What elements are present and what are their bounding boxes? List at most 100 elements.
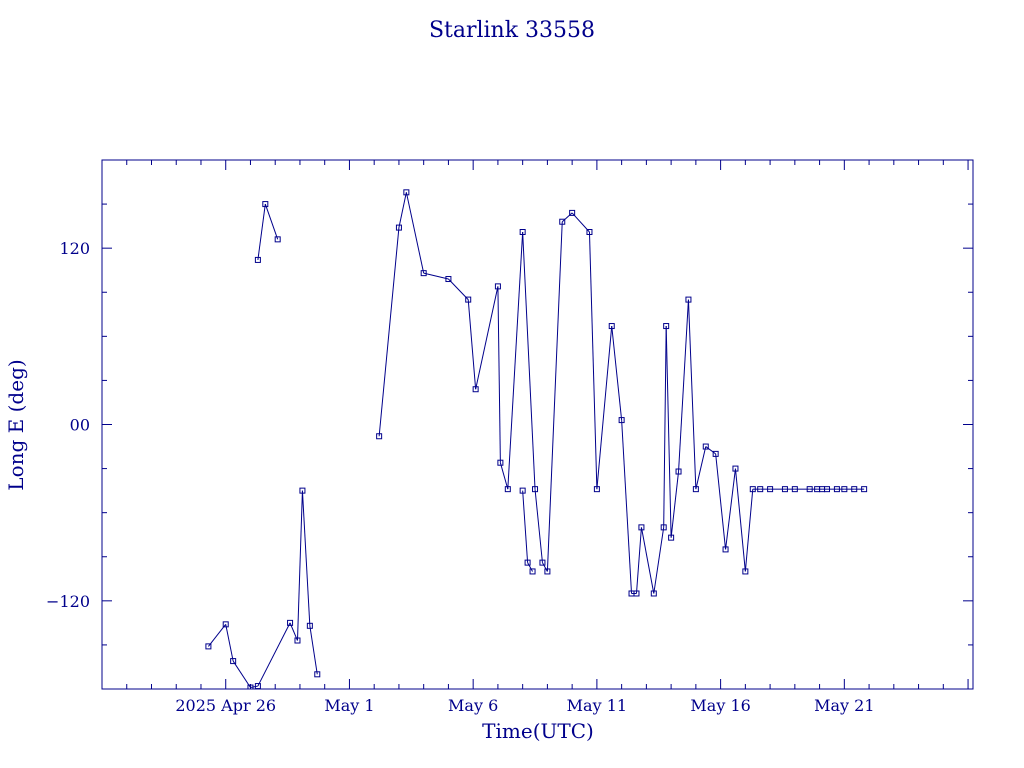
x-tick-label: May 21	[814, 696, 874, 715]
series-segment	[705, 446, 716, 455]
data-point	[668, 534, 675, 541]
series-segment	[301, 490, 311, 626]
data-point	[633, 590, 640, 597]
data-point	[712, 450, 719, 457]
series-segment	[695, 446, 707, 490]
series-segment	[208, 624, 227, 647]
data-point	[504, 486, 511, 493]
data-point	[692, 486, 699, 493]
data-point	[742, 568, 749, 575]
series-segment	[499, 462, 509, 490]
series-segment	[611, 325, 623, 421]
data-point	[569, 209, 576, 216]
series-segment	[734, 468, 746, 572]
series-segment	[542, 562, 548, 572]
y-tick-label: 00	[70, 416, 90, 435]
axis-ticks	[102, 160, 973, 689]
data-point	[781, 486, 788, 493]
series-segment	[467, 299, 477, 390]
series-segment	[640, 527, 655, 594]
series-segment	[687, 299, 697, 490]
series-segment	[398, 192, 407, 228]
data-point	[314, 671, 321, 678]
series-segment	[522, 490, 529, 563]
data-point	[663, 323, 670, 330]
data-point	[586, 229, 593, 236]
data-point	[494, 283, 501, 290]
series-segment	[309, 625, 318, 675]
series-segment	[448, 278, 469, 300]
series-segment	[405, 192, 425, 274]
series-segment	[296, 490, 303, 641]
data-point	[532, 486, 539, 493]
series-segment	[678, 299, 689, 472]
data-point	[445, 276, 452, 283]
data-point	[299, 487, 306, 494]
data-point	[638, 524, 645, 531]
data-point	[608, 323, 615, 330]
data-point	[529, 568, 536, 575]
series-segment	[621, 420, 633, 594]
x-tick-label: May 1	[324, 696, 374, 715]
data-point	[287, 619, 294, 626]
data-point	[524, 559, 531, 566]
series-segment	[670, 471, 680, 538]
data-point	[497, 459, 504, 466]
data-point	[722, 546, 729, 553]
data-point	[274, 236, 281, 243]
data-point	[294, 637, 301, 644]
data-point	[660, 524, 667, 531]
series-segment	[546, 221, 563, 572]
series-segment	[497, 286, 501, 463]
data-point	[519, 487, 526, 494]
data-point	[420, 270, 427, 277]
series-segment	[596, 326, 613, 490]
data-point	[841, 486, 848, 493]
series-segment	[588, 231, 598, 490]
data-point	[519, 229, 526, 236]
series-segment	[225, 624, 234, 662]
series-segment	[250, 685, 258, 689]
data-point	[254, 256, 261, 263]
series-segment	[257, 622, 291, 687]
series-segment	[507, 231, 524, 490]
data-point	[593, 486, 600, 493]
series-segment	[534, 489, 543, 563]
x-tick-label: May 11	[567, 696, 627, 715]
data-point	[403, 189, 410, 196]
series-segment	[635, 527, 642, 594]
data-point	[222, 621, 229, 628]
series-segment	[423, 272, 449, 280]
series-segment	[561, 212, 573, 223]
series-segment	[653, 527, 665, 594]
y-axis-label: Long E (deg)	[4, 359, 28, 490]
data-point	[618, 417, 625, 424]
data-point	[806, 486, 813, 493]
data-point	[262, 201, 269, 208]
series-segment	[527, 562, 533, 572]
series-segment	[232, 660, 251, 688]
series-segment	[475, 286, 499, 390]
plot-area	[205, 189, 868, 689]
data-point	[376, 433, 383, 440]
y-tick-label: −120	[46, 592, 90, 611]
series-segment	[264, 203, 279, 240]
data-point	[675, 468, 682, 475]
data-point	[824, 486, 831, 493]
series-segment	[378, 227, 400, 437]
series-segment	[715, 453, 727, 550]
chart-title: Starlink 33558	[429, 18, 595, 43]
plot-frame	[101, 159, 974, 690]
data-point	[861, 486, 868, 493]
data-point	[559, 218, 566, 225]
data-point	[306, 622, 313, 629]
data-point	[472, 386, 479, 393]
x-tick-labels: 2025 Apr 26 May 1 May 6 May 11 May 16 May 21	[175, 696, 874, 715]
data-point	[749, 486, 756, 493]
series-segment	[665, 326, 672, 538]
data-point	[702, 443, 709, 450]
data-point	[539, 559, 546, 566]
data-point	[230, 658, 237, 665]
data-point	[395, 224, 402, 231]
